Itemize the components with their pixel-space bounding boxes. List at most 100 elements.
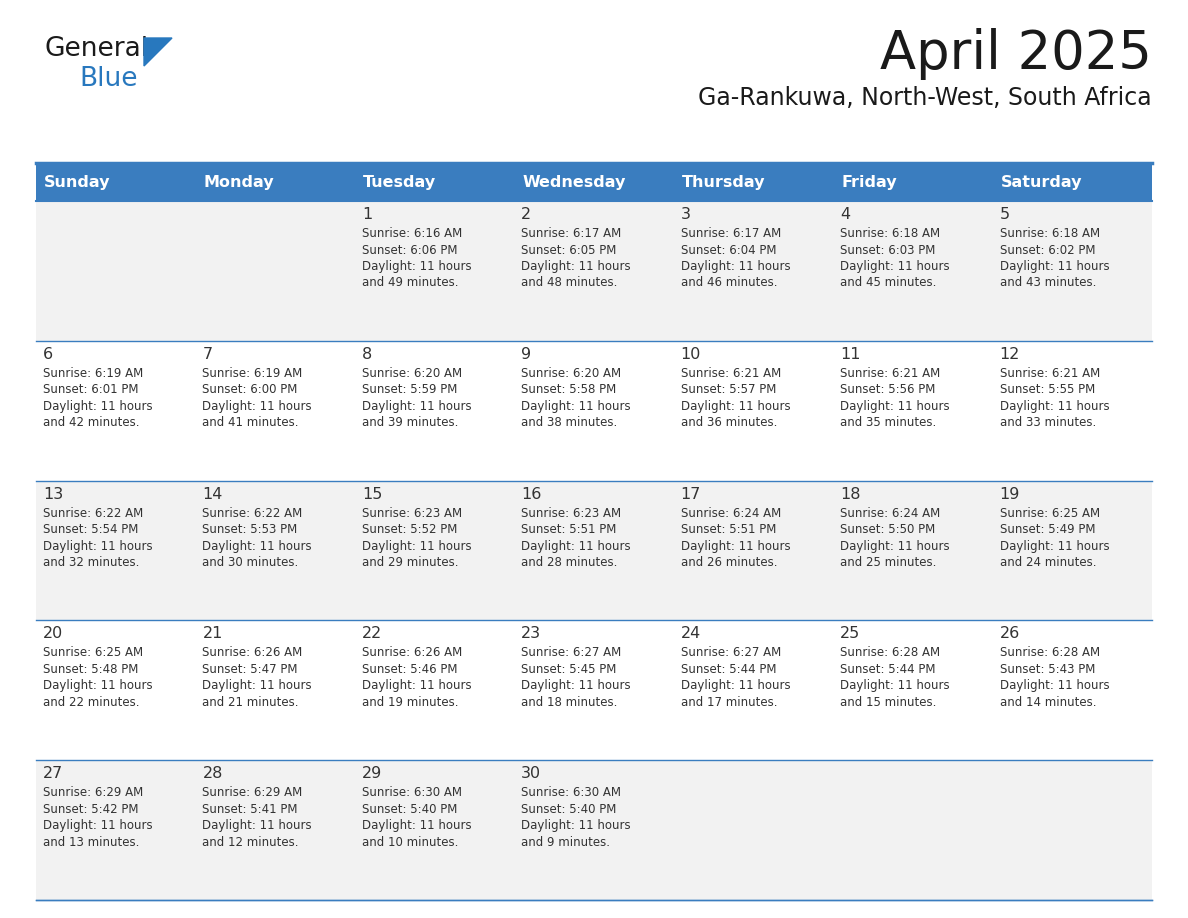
Text: and 45 minutes.: and 45 minutes. — [840, 276, 936, 289]
Text: Sunset: 6:05 PM: Sunset: 6:05 PM — [522, 243, 617, 256]
Text: and 18 minutes.: and 18 minutes. — [522, 696, 618, 709]
Text: 21: 21 — [202, 626, 223, 642]
Text: 23: 23 — [522, 626, 542, 642]
Text: and 22 minutes.: and 22 minutes. — [43, 696, 139, 709]
Text: and 49 minutes.: and 49 minutes. — [362, 276, 459, 289]
Text: Daylight: 11 hours: Daylight: 11 hours — [202, 540, 312, 553]
Bar — [514, 760, 674, 900]
Text: Sunset: 5:52 PM: Sunset: 5:52 PM — [362, 523, 457, 536]
Text: 29: 29 — [362, 767, 383, 781]
Text: and 46 minutes.: and 46 minutes. — [681, 276, 777, 289]
Text: and 14 minutes.: and 14 minutes. — [999, 696, 1097, 709]
Bar — [196, 621, 355, 760]
Text: Sunset: 5:40 PM: Sunset: 5:40 PM — [362, 802, 457, 816]
Bar — [196, 201, 355, 341]
Text: 25: 25 — [840, 626, 860, 642]
Text: Sunset: 5:43 PM: Sunset: 5:43 PM — [999, 663, 1095, 676]
Polygon shape — [144, 38, 172, 66]
Text: and 29 minutes.: and 29 minutes. — [362, 556, 459, 569]
Text: Sunset: 5:56 PM: Sunset: 5:56 PM — [840, 384, 935, 397]
Text: Sunrise: 6:27 AM: Sunrise: 6:27 AM — [522, 646, 621, 659]
Text: and 38 minutes.: and 38 minutes. — [522, 416, 618, 430]
Bar — [36, 481, 196, 621]
Text: 1: 1 — [362, 207, 372, 222]
Text: and 17 minutes.: and 17 minutes. — [681, 696, 777, 709]
Text: Daylight: 11 hours: Daylight: 11 hours — [522, 819, 631, 833]
Text: Sunset: 5:41 PM: Sunset: 5:41 PM — [202, 802, 298, 816]
Text: 11: 11 — [840, 347, 860, 362]
Text: Sunset: 5:46 PM: Sunset: 5:46 PM — [362, 663, 457, 676]
Bar — [514, 201, 674, 341]
Bar — [992, 481, 1152, 621]
Text: Sunrise: 6:22 AM: Sunrise: 6:22 AM — [202, 507, 303, 520]
Text: Thursday: Thursday — [682, 174, 765, 189]
Text: Sunset: 5:59 PM: Sunset: 5:59 PM — [362, 384, 457, 397]
Text: Daylight: 11 hours: Daylight: 11 hours — [43, 679, 152, 692]
Text: 20: 20 — [43, 626, 63, 642]
Text: General: General — [44, 36, 148, 62]
Bar — [833, 341, 992, 481]
Bar — [355, 621, 514, 760]
Text: Sunset: 5:54 PM: Sunset: 5:54 PM — [43, 523, 138, 536]
Text: 10: 10 — [681, 347, 701, 362]
Text: Monday: Monday — [203, 174, 274, 189]
Text: Sunset: 5:44 PM: Sunset: 5:44 PM — [840, 663, 936, 676]
Text: Sunset: 5:51 PM: Sunset: 5:51 PM — [522, 523, 617, 536]
Text: Sunset: 6:04 PM: Sunset: 6:04 PM — [681, 243, 776, 256]
Text: Sunset: 5:45 PM: Sunset: 5:45 PM — [522, 663, 617, 676]
Text: Sunset: 5:53 PM: Sunset: 5:53 PM — [202, 523, 298, 536]
Text: Daylight: 11 hours: Daylight: 11 hours — [43, 540, 152, 553]
Text: 2: 2 — [522, 207, 531, 222]
Text: Daylight: 11 hours: Daylight: 11 hours — [840, 260, 949, 273]
Text: and 39 minutes.: and 39 minutes. — [362, 416, 459, 430]
Text: Sunset: 6:03 PM: Sunset: 6:03 PM — [840, 243, 935, 256]
Text: Sunrise: 6:23 AM: Sunrise: 6:23 AM — [522, 507, 621, 520]
Text: 3: 3 — [681, 207, 690, 222]
Text: Sunrise: 6:17 AM: Sunrise: 6:17 AM — [522, 227, 621, 240]
Text: 16: 16 — [522, 487, 542, 501]
Text: Sunset: 5:40 PM: Sunset: 5:40 PM — [522, 802, 617, 816]
Bar — [355, 341, 514, 481]
Text: Daylight: 11 hours: Daylight: 11 hours — [840, 400, 949, 413]
Bar — [355, 481, 514, 621]
Bar — [36, 621, 196, 760]
Bar — [992, 760, 1152, 900]
Text: and 13 minutes.: and 13 minutes. — [43, 835, 139, 849]
Text: 14: 14 — [202, 487, 223, 501]
Text: Sunrise: 6:25 AM: Sunrise: 6:25 AM — [999, 507, 1100, 520]
Text: April 2025: April 2025 — [880, 28, 1152, 80]
Bar — [36, 163, 1152, 201]
Text: and 30 minutes.: and 30 minutes. — [202, 556, 298, 569]
Text: 7: 7 — [202, 347, 213, 362]
Text: Sunrise: 6:22 AM: Sunrise: 6:22 AM — [43, 507, 144, 520]
Text: Sunrise: 6:25 AM: Sunrise: 6:25 AM — [43, 646, 143, 659]
Text: 6: 6 — [43, 347, 53, 362]
Text: Sunset: 5:57 PM: Sunset: 5:57 PM — [681, 384, 776, 397]
Bar — [833, 201, 992, 341]
Text: Daylight: 11 hours: Daylight: 11 hours — [522, 540, 631, 553]
Text: 15: 15 — [362, 487, 383, 501]
Text: and 24 minutes.: and 24 minutes. — [999, 556, 1097, 569]
Bar — [36, 201, 196, 341]
Text: Sunset: 5:48 PM: Sunset: 5:48 PM — [43, 663, 138, 676]
Bar — [514, 621, 674, 760]
Bar — [36, 341, 196, 481]
Text: Daylight: 11 hours: Daylight: 11 hours — [999, 400, 1110, 413]
Text: Sunrise: 6:28 AM: Sunrise: 6:28 AM — [999, 646, 1100, 659]
Text: Blue: Blue — [78, 66, 138, 92]
Text: Sunday: Sunday — [44, 174, 110, 189]
Bar — [196, 481, 355, 621]
Bar — [355, 201, 514, 341]
Text: and 19 minutes.: and 19 minutes. — [362, 696, 459, 709]
Text: and 42 minutes.: and 42 minutes. — [43, 416, 139, 430]
Text: Daylight: 11 hours: Daylight: 11 hours — [999, 540, 1110, 553]
Text: and 48 minutes.: and 48 minutes. — [522, 276, 618, 289]
Text: Sunrise: 6:29 AM: Sunrise: 6:29 AM — [43, 786, 144, 800]
Bar — [992, 201, 1152, 341]
Bar — [992, 341, 1152, 481]
Text: Sunrise: 6:23 AM: Sunrise: 6:23 AM — [362, 507, 462, 520]
Text: Sunset: 5:51 PM: Sunset: 5:51 PM — [681, 523, 776, 536]
Bar — [674, 201, 833, 341]
Text: Tuesday: Tuesday — [362, 174, 436, 189]
Text: Sunrise: 6:26 AM: Sunrise: 6:26 AM — [202, 646, 303, 659]
